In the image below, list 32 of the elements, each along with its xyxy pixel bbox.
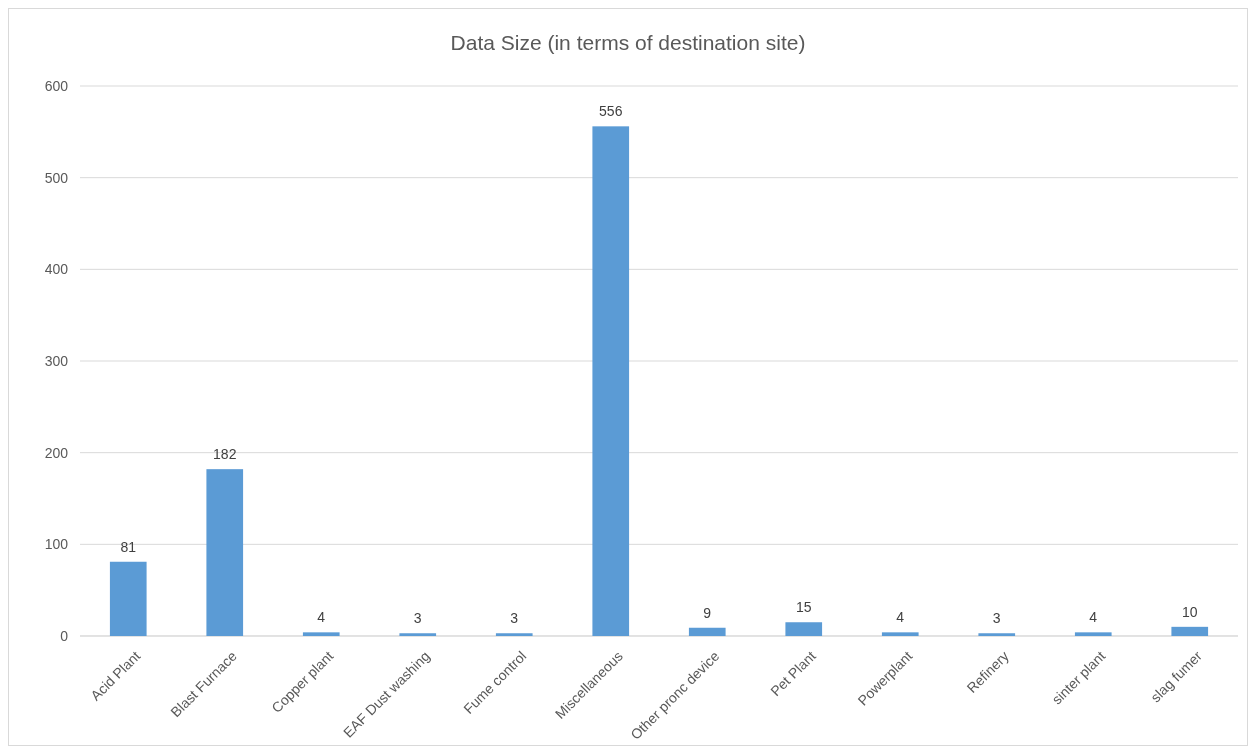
data-label: 3 bbox=[413, 610, 422, 627]
data-label: 9 bbox=[703, 604, 712, 621]
data-label: 4 bbox=[1089, 609, 1098, 626]
chart-title: Data Size (in terms of destination site) bbox=[450, 31, 806, 54]
data-label: 4 bbox=[896, 609, 905, 626]
bar bbox=[881, 632, 919, 636]
bar bbox=[495, 633, 533, 636]
data-label: 3 bbox=[992, 610, 1001, 627]
bar bbox=[399, 633, 437, 636]
y-tick-label: 600 bbox=[44, 77, 69, 94]
bar bbox=[1074, 632, 1112, 636]
y-tick-label: 500 bbox=[44, 169, 69, 186]
y-tick-label: 300 bbox=[44, 352, 69, 369]
y-tick-label: 100 bbox=[44, 536, 69, 553]
data-label: 4 bbox=[317, 609, 326, 626]
y-tick-label: 200 bbox=[44, 444, 69, 461]
data-label: 182 bbox=[213, 446, 237, 463]
data-label: 10 bbox=[1181, 603, 1198, 620]
data-label: 15 bbox=[795, 599, 812, 616]
bar bbox=[302, 632, 340, 636]
y-tick-label: 400 bbox=[44, 261, 69, 278]
data-label: 556 bbox=[599, 103, 623, 120]
bar bbox=[785, 622, 823, 636]
bar bbox=[592, 126, 630, 636]
bar bbox=[109, 561, 147, 636]
bar bbox=[978, 633, 1016, 636]
data-label: 3 bbox=[510, 610, 519, 627]
bar bbox=[688, 627, 726, 636]
data-label: 81 bbox=[120, 538, 137, 555]
y-tick-label: 0 bbox=[60, 627, 69, 644]
bar bbox=[206, 469, 244, 636]
bar bbox=[1171, 626, 1209, 636]
